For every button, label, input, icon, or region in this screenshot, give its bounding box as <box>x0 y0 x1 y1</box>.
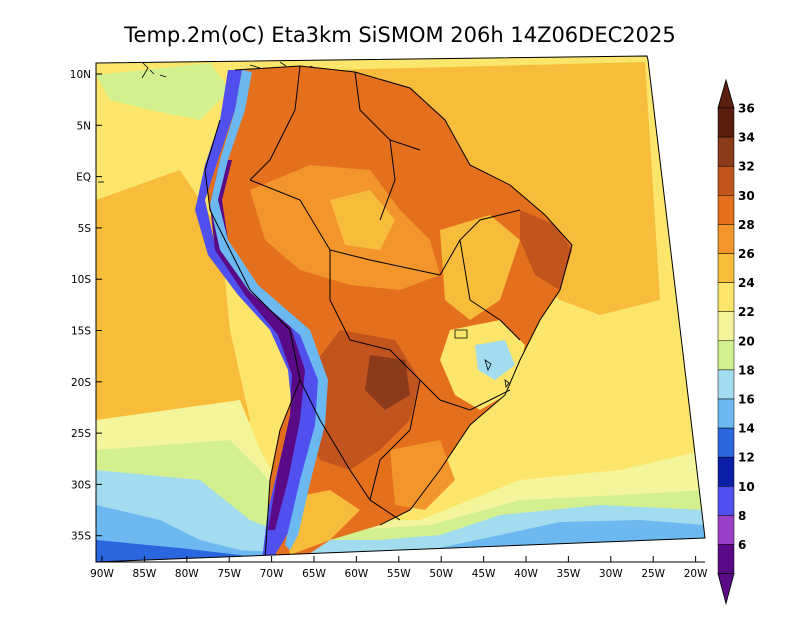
chaco-hot-core <box>365 355 410 410</box>
lon-tick-label: 85W <box>133 568 157 580</box>
colorbar-segment <box>717 195 735 225</box>
colorbar-segment <box>717 369 735 400</box>
colorbar-segment <box>717 340 735 371</box>
colorbar-label: 20 <box>738 334 755 348</box>
lakes <box>454 329 510 389</box>
lat-tick-label: 10S <box>71 274 91 286</box>
minas-cool-spot <box>475 340 515 380</box>
lat-tick-label: 5S <box>78 223 92 235</box>
colorbar-label: 36 <box>738 102 755 116</box>
lon-tick-label: 60W <box>345 568 369 580</box>
colorbar-segment <box>717 224 735 254</box>
lon-tick-label: 25W <box>641 568 665 580</box>
map-area <box>95 55 706 563</box>
lon-tick-label: 45W <box>472 568 496 580</box>
colorbar-segment <box>717 456 735 487</box>
colorbar-segment <box>717 136 735 167</box>
colorbar-label: 6 <box>738 538 746 552</box>
lon-tick-label: 50W <box>429 568 453 580</box>
colorbar-label: 12 <box>738 451 755 465</box>
colorbar-segment <box>717 311 735 342</box>
colorbar-label: 28 <box>738 218 755 232</box>
lon-tick-label: 40W <box>514 568 538 580</box>
colorbar-label: 18 <box>738 363 755 377</box>
colorbar-segment <box>717 253 735 283</box>
colorbar-label: 16 <box>738 393 755 407</box>
colorbar-segment <box>717 165 735 196</box>
lon-tick-label: 35W <box>557 568 581 580</box>
colorbar-label: 10 <box>738 480 755 494</box>
longitude-axis: 90W 85W 80W 75W 70W 65W 60W 55W 50W 45W 40W 35W 30W 2… <box>90 556 708 580</box>
country-borders <box>204 65 573 561</box>
colorbar-segment <box>717 486 735 516</box>
colorbar-label: 32 <box>738 160 755 174</box>
latitude-axis: 10N 5N EQ 5S 10S 15S 20S 25S 30S 35S <box>70 63 102 562</box>
lon-tick-label: 80W <box>175 568 199 580</box>
colorbar-segment <box>717 282 735 312</box>
colorbar-label: 30 <box>738 189 755 203</box>
colorbar-label: 14 <box>738 422 755 436</box>
lat-tick-label: 35S <box>71 531 91 543</box>
lon-tick-label: 90W <box>90 568 114 580</box>
colorbar-segment <box>717 427 735 458</box>
northeast-hot-coast <box>520 210 572 290</box>
lon-tick-label: 20W <box>684 568 708 580</box>
lat-tick-label: 20S <box>71 377 91 389</box>
lat-tick-label: 25S <box>71 428 91 440</box>
colorbar-segment <box>717 398 735 429</box>
lat-tick-label: EQ <box>76 172 91 184</box>
colorbar-label: 8 <box>738 509 746 523</box>
colorbar-top-arrow <box>717 78 735 109</box>
lat-tick-label: 5N <box>76 120 91 132</box>
lon-tick-label: 30W <box>599 568 623 580</box>
colorbar-label: 22 <box>738 305 755 319</box>
lat-tick-label: 30S <box>71 479 91 491</box>
colorbar-label: 34 <box>738 131 755 145</box>
colorbar-label: 26 <box>738 247 755 261</box>
colorbar: 36 34 32 30 28 26 24 22 20 18 16 14 12 10 8 6 <box>717 78 755 606</box>
cold-ocean-band <box>96 540 260 562</box>
colorbar-label: 24 <box>738 276 755 290</box>
map-title: Temp.2m(oC) Eta3km SiSMOM 206h 14Z06DEC2… <box>123 23 675 47</box>
amazon-cool-patch <box>330 190 395 250</box>
south-brazil-region <box>390 440 455 510</box>
colorbar-segment <box>717 515 735 545</box>
colorbar-bottom-arrow <box>717 573 735 606</box>
lat-tick-label: 15S <box>71 326 91 338</box>
lon-tick-label: 70W <box>260 568 284 580</box>
lon-tick-label: 75W <box>217 568 241 580</box>
cool-pacific-patch <box>96 63 230 120</box>
lon-tick-label: 55W <box>387 568 411 580</box>
colorbar-segment <box>717 107 735 138</box>
lat-tick-label: 10N <box>70 69 91 81</box>
lon-tick-label: 65W <box>302 568 326 580</box>
colorbar-segment <box>717 544 735 574</box>
